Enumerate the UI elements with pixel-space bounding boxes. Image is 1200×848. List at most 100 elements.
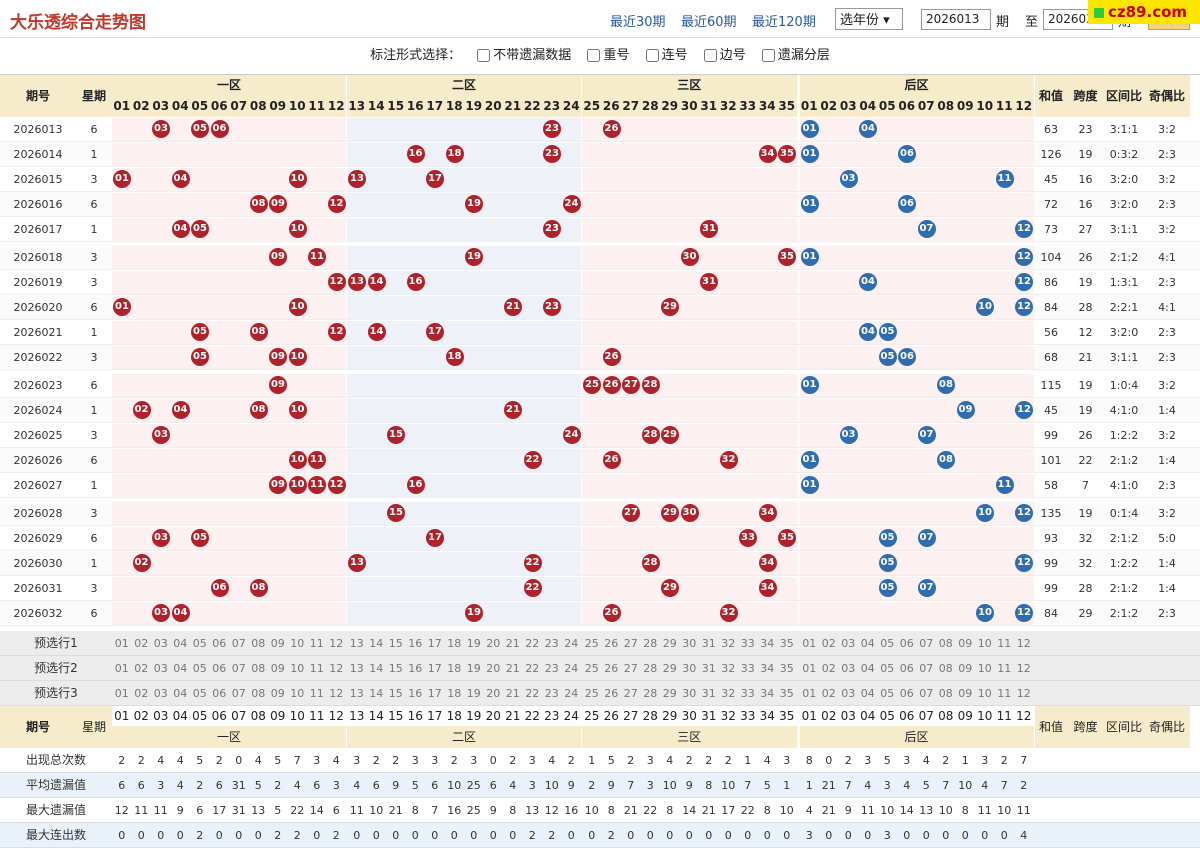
preselect-number[interactable]: 02: [134, 687, 149, 700]
preselect-number[interactable]: 07: [919, 687, 934, 700]
preselect-number[interactable]: 02: [134, 662, 149, 675]
preselect-number[interactable]: 04: [860, 662, 875, 675]
preselect-number[interactable]: 10: [977, 637, 992, 650]
option-miss-layer[interactable]: 遗漏分层: [761, 38, 830, 74]
preselect-number[interactable]: 02: [821, 637, 836, 650]
preselect-number[interactable]: 32: [721, 662, 736, 675]
preselect-number[interactable]: 05: [880, 687, 895, 700]
preselect-number[interactable]: 35: [779, 687, 794, 700]
preselect-number[interactable]: 11: [997, 687, 1012, 700]
recent-60-link[interactable]: 最近60期: [681, 15, 737, 30]
preselect-number[interactable]: 12: [329, 662, 344, 675]
preselect-number[interactable]: 13: [349, 637, 364, 650]
preselect-number[interactable]: 08: [938, 662, 953, 675]
preselect-number[interactable]: 04: [860, 637, 875, 650]
preselect-number[interactable]: 05: [192, 662, 207, 675]
preselect-number[interactable]: 03: [153, 687, 168, 700]
preselect-number[interactable]: 33: [740, 687, 755, 700]
option-edge-checkbox[interactable]: [703, 49, 717, 62]
preselect-number[interactable]: 09: [270, 687, 285, 700]
preselect-number[interactable]: 25: [584, 662, 599, 675]
preselect-number[interactable]: 08: [251, 662, 266, 675]
preselect-number[interactable]: 12: [329, 637, 344, 650]
preselect-number[interactable]: 07: [919, 637, 934, 650]
preselect-number[interactable]: 05: [192, 637, 207, 650]
preselect-number[interactable]: 13: [349, 662, 364, 675]
preselect-number[interactable]: 06: [212, 637, 227, 650]
preselect-number[interactable]: 09: [270, 637, 285, 650]
preselect-number[interactable]: 01: [114, 687, 129, 700]
preselect-number[interactable]: 09: [270, 662, 285, 675]
option-edge[interactable]: 边号: [703, 38, 746, 74]
preselect-number[interactable]: 25: [584, 637, 599, 650]
preselect-number[interactable]: 16: [408, 637, 423, 650]
preselect-number[interactable]: 02: [821, 662, 836, 675]
preselect-number[interactable]: 23: [544, 662, 559, 675]
preselect-number[interactable]: 22: [525, 637, 540, 650]
preselect-number[interactable]: 22: [525, 662, 540, 675]
preselect-number[interactable]: 22: [525, 687, 540, 700]
preselect-number[interactable]: 02: [821, 687, 836, 700]
preselect-number[interactable]: 12: [1016, 637, 1031, 650]
option-repeat[interactable]: 重号: [587, 38, 629, 74]
recent-120-link[interactable]: 最近120期: [752, 15, 816, 30]
preselect-number[interactable]: 10: [290, 662, 305, 675]
preselect-number[interactable]: 23: [544, 637, 559, 650]
preselect-number[interactable]: 28: [643, 662, 658, 675]
preselect-number[interactable]: 19: [466, 662, 481, 675]
preselect-number[interactable]: 34: [760, 687, 775, 700]
preselect-number[interactable]: 11: [997, 662, 1012, 675]
preselect-number[interactable]: 03: [841, 637, 856, 650]
preselect-number[interactable]: 19: [466, 637, 481, 650]
preselect-number[interactable]: 24: [564, 687, 579, 700]
preselect-number[interactable]: 14: [369, 662, 384, 675]
preselect-number[interactable]: 31: [701, 662, 716, 675]
year-select[interactable]: 选年份 ▾: [835, 8, 903, 30]
preselect-number[interactable]: 17: [427, 687, 442, 700]
preselect-number[interactable]: 03: [841, 662, 856, 675]
preselect-number[interactable]: 26: [604, 637, 619, 650]
preselect-number[interactable]: 35: [779, 637, 794, 650]
preselect-number[interactable]: 33: [740, 637, 755, 650]
preselect-number[interactable]: 24: [564, 637, 579, 650]
preselect-number[interactable]: 30: [682, 687, 697, 700]
preselect-number[interactable]: 04: [173, 687, 188, 700]
preselect-number[interactable]: 08: [938, 637, 953, 650]
preselect-number[interactable]: 03: [153, 637, 168, 650]
preselect-number[interactable]: 02: [134, 637, 149, 650]
preselect-number[interactable]: 33: [740, 662, 755, 675]
preselect-number[interactable]: 29: [662, 687, 677, 700]
preselect-number[interactable]: 30: [682, 662, 697, 675]
preselect-number[interactable]: 17: [427, 662, 442, 675]
option-miss-layer-checkbox[interactable]: [761, 49, 775, 62]
preselect-number[interactable]: 09: [958, 637, 973, 650]
preselect-number[interactable]: 28: [643, 687, 658, 700]
option-no-miss-checkbox[interactable]: [477, 49, 491, 62]
preselect-number[interactable]: 21: [505, 687, 520, 700]
preselect-number[interactable]: 28: [643, 637, 658, 650]
preselect-number[interactable]: 07: [919, 662, 934, 675]
preselect-number[interactable]: 12: [1016, 687, 1031, 700]
preselect-number[interactable]: 27: [623, 687, 638, 700]
preselect-number[interactable]: 24: [564, 662, 579, 675]
preselect-number[interactable]: 21: [505, 662, 520, 675]
recent-30-link[interactable]: 最近30期: [610, 15, 666, 30]
preselect-number[interactable]: 32: [721, 637, 736, 650]
option-consecutive[interactable]: 连号: [645, 38, 688, 74]
preselect-number[interactable]: 11: [309, 662, 324, 675]
preselect-number[interactable]: 20: [486, 637, 501, 650]
from-issue-input[interactable]: 2026013: [921, 9, 991, 30]
preselect-number[interactable]: 07: [231, 687, 246, 700]
preselect-number[interactable]: 10: [290, 687, 305, 700]
preselect-number[interactable]: 04: [173, 662, 188, 675]
preselect-number[interactable]: 05: [880, 662, 895, 675]
preselect-number[interactable]: 14: [369, 637, 384, 650]
preselect-number[interactable]: 11: [309, 687, 324, 700]
option-repeat-checkbox[interactable]: [587, 49, 601, 62]
preselect-number[interactable]: 08: [251, 637, 266, 650]
preselect-number[interactable]: 09: [958, 662, 973, 675]
preselect-number[interactable]: 07: [231, 662, 246, 675]
preselect-number[interactable]: 30: [682, 637, 697, 650]
preselect-number[interactable]: 20: [486, 662, 501, 675]
preselect-number[interactable]: 04: [860, 687, 875, 700]
